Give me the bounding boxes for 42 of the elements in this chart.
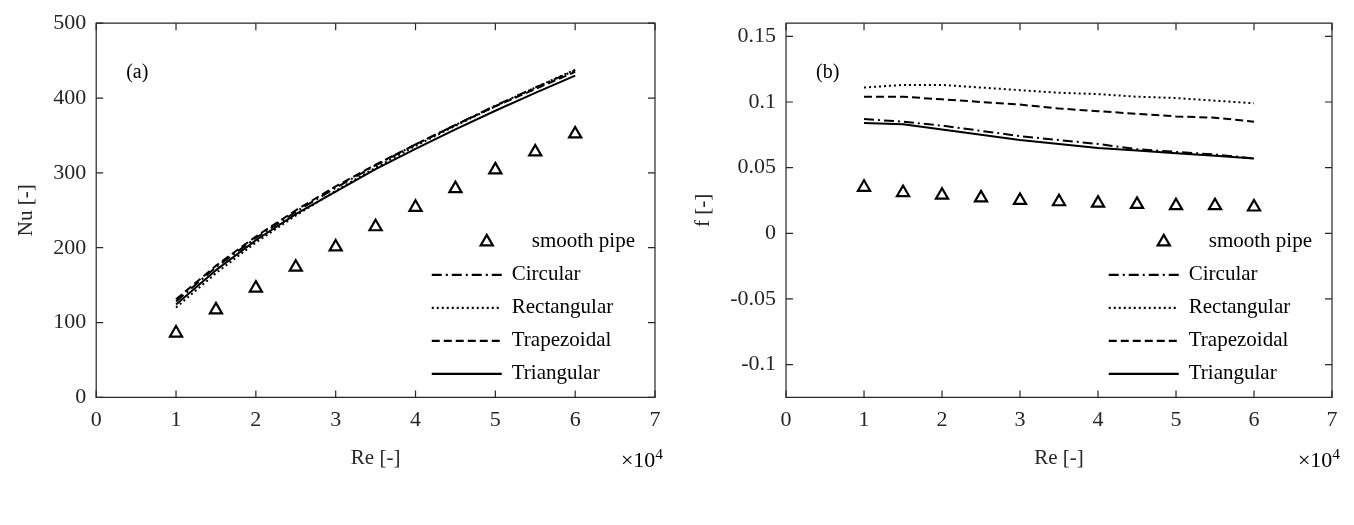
x-axis-title: Re [-]: [350, 444, 401, 469]
x-tick-label: 7: [1326, 406, 1338, 432]
legend-label: smooth pipe: [1208, 228, 1312, 253]
x-tick-label: 4: [410, 406, 422, 432]
annotation: (b): [816, 60, 840, 84]
y-axis-title: Nu [-]: [13, 184, 38, 237]
x-tick-label: 5: [1170, 406, 1182, 432]
x-tick-label: 5: [489, 406, 501, 432]
legend-label: Rectangular: [511, 294, 614, 319]
y-tick-label: -0.05: [730, 284, 777, 310]
x-tick-label: 6: [1248, 406, 1260, 432]
x-tick-label: 1: [858, 406, 870, 432]
legend-label: Rectangular: [1188, 294, 1291, 319]
legend-label: Circular: [511, 261, 581, 286]
legend-label: smooth pipe: [531, 228, 635, 253]
x-tick-label: 3: [330, 406, 342, 432]
x-tick-label: 4: [1092, 406, 1104, 432]
y-axis-title: f [-]: [690, 193, 715, 227]
x-tick-label: 3: [1014, 406, 1026, 432]
y-tick-label: 0.15: [737, 22, 777, 48]
legend-label: Trapezoidal: [1188, 327, 1289, 352]
x-tick-label: 1: [170, 406, 182, 432]
x-tick-label: 6: [569, 406, 581, 432]
y-tick-label: 0.05: [737, 153, 777, 179]
x-tick-label: 2: [936, 406, 948, 432]
y-tick-label: 300: [53, 158, 87, 184]
legend-label: Triangular: [1188, 360, 1277, 385]
y-tick-label: 200: [53, 233, 87, 259]
annotation: (a): [126, 60, 149, 84]
y-tick-label: 0.1: [748, 87, 777, 113]
x-tick-label: 7: [649, 406, 661, 432]
y-tick-label: -0.1: [741, 350, 777, 376]
x-axis-title: Re [-]: [1034, 444, 1084, 469]
y-tick-label: 100: [53, 308, 87, 334]
x-tick-label: 2: [250, 406, 262, 432]
legend-label: Triangular: [511, 360, 600, 385]
y-tick-label: 500: [53, 8, 87, 34]
legend-label: Trapezoidal: [511, 327, 612, 352]
y-tick-label: 400: [53, 83, 87, 109]
y-tick-label: 0: [75, 383, 87, 409]
legend-label: Circular: [1188, 261, 1258, 286]
y-tick-label: 0: [765, 219, 777, 245]
